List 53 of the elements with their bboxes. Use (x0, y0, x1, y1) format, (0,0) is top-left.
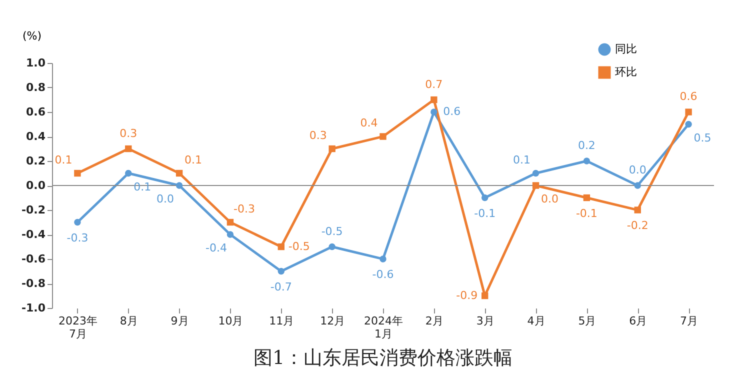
x-tick-label: 2023年 7月 (58, 314, 98, 340)
x-tick-label: 7月 (680, 314, 698, 328)
y-tick-label: 0.4 (26, 130, 46, 143)
x-tick-label: 8月 (120, 314, 138, 328)
data-label: -0.3 (233, 202, 255, 216)
x-tick-label: 6月 (629, 314, 648, 328)
y-tick-label: 0.6 (26, 106, 46, 118)
data-label: -0.2 (626, 219, 648, 232)
data-label: 0.0 (628, 164, 646, 176)
data-label: -0.6 (372, 268, 394, 281)
y-axis-title: (%) (22, 30, 42, 42)
x-tick-label: 2024年 1月 (364, 314, 403, 340)
data-label: -0.3 (66, 231, 88, 244)
x-tick-label: 9月 (170, 314, 189, 328)
x-tick-label: 4月 (527, 314, 546, 328)
data-label: 0.5 (694, 131, 712, 144)
data-label: -0.9 (456, 288, 478, 302)
data-label: -0.5 (288, 240, 310, 253)
data-label: -0.4 (205, 242, 227, 254)
data-label: 0.3 (309, 128, 327, 142)
data-label: 0.1 (54, 153, 72, 166)
y-tick-label: 0.8 (26, 81, 46, 94)
data-label: -0.7 (270, 280, 292, 294)
data-label: -0.1 (576, 206, 598, 220)
x-tick-label: 12月 (320, 314, 346, 328)
data-label: 0.2 (578, 139, 596, 152)
y-tick-label: -0.4 (21, 228, 46, 241)
data-label: 0.0 (541, 192, 559, 206)
legend-label: 环比 (615, 66, 637, 78)
data-label: -0.5 (321, 224, 343, 238)
data-label: 0.7 (425, 78, 443, 91)
y-tick-label: 0.0 (26, 179, 46, 192)
y-tick-label: 1.0 (26, 56, 46, 70)
x-tick-label: 3月 (476, 314, 494, 328)
data-label: 0.3 (120, 126, 138, 140)
y-tick-label: 0.2 (26, 154, 46, 168)
data-label: 0.4 (360, 116, 378, 130)
data-label: 0.1 (513, 153, 531, 166)
data-label: 0.6 (680, 90, 698, 103)
y-tick-label: -0.2 (21, 204, 46, 216)
data-label: 0.6 (443, 105, 461, 118)
legend-label: 同比 (615, 42, 637, 56)
y-tick-label: -1.0 (21, 302, 46, 314)
x-tick-label: 11月 (269, 314, 294, 328)
y-tick-label: -0.8 (21, 277, 46, 290)
data-label: 0.0 (156, 192, 174, 206)
data-label: -0.1 (474, 206, 496, 220)
x-tick-label: 10月 (218, 314, 244, 328)
data-label: 0.1 (184, 153, 202, 166)
x-tick-label: 2月 (425, 314, 444, 328)
text: 图1：山东居民消费价格涨跌幅 (253, 347, 513, 369)
x-tick-label: 5月 (578, 314, 596, 328)
y-tick-label: -0.6 (21, 252, 46, 266)
